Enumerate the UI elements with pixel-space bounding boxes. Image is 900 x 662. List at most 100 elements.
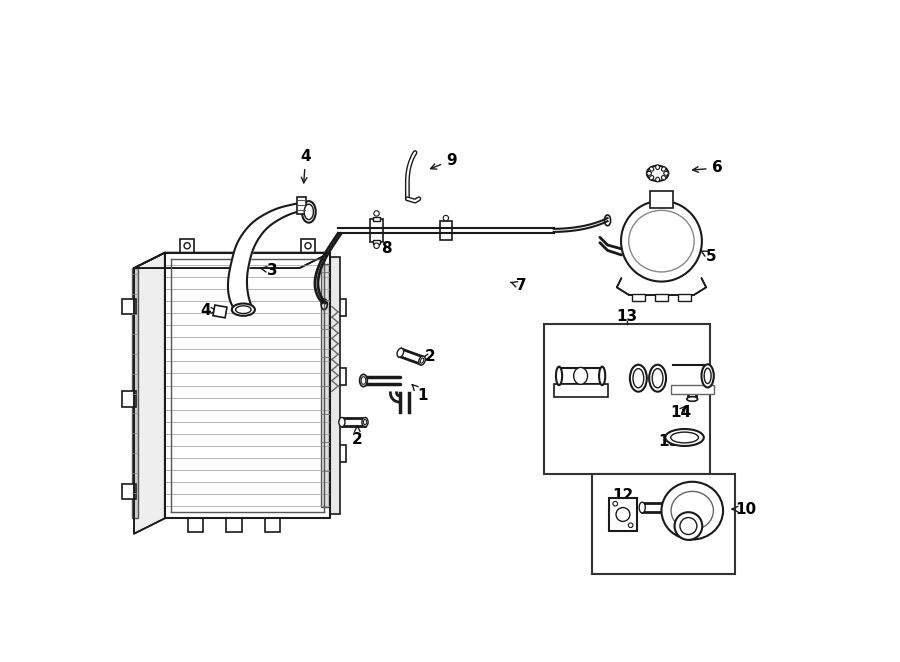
Text: 3: 3 <box>261 263 278 278</box>
Ellipse shape <box>662 167 666 171</box>
Bar <box>122 299 136 314</box>
Ellipse shape <box>665 429 704 446</box>
Bar <box>544 324 710 475</box>
Ellipse shape <box>605 215 610 226</box>
Text: 5: 5 <box>701 249 716 264</box>
Ellipse shape <box>364 420 366 425</box>
Bar <box>679 293 690 301</box>
Ellipse shape <box>664 171 669 175</box>
Circle shape <box>374 211 379 216</box>
Ellipse shape <box>397 348 403 357</box>
Ellipse shape <box>360 374 367 387</box>
Bar <box>321 264 328 507</box>
Bar <box>373 216 381 221</box>
Bar <box>213 305 227 318</box>
Circle shape <box>616 508 630 522</box>
Ellipse shape <box>656 165 660 169</box>
Bar <box>632 293 644 301</box>
Text: 8: 8 <box>382 242 392 256</box>
Ellipse shape <box>573 367 588 385</box>
Circle shape <box>613 501 617 506</box>
Ellipse shape <box>662 175 666 180</box>
Text: 15: 15 <box>659 434 680 449</box>
Bar <box>440 221 452 240</box>
Ellipse shape <box>687 397 698 401</box>
Bar <box>371 219 382 242</box>
Bar <box>650 191 673 208</box>
Bar <box>330 445 346 462</box>
Ellipse shape <box>629 211 694 272</box>
Circle shape <box>680 518 697 534</box>
Ellipse shape <box>362 418 368 427</box>
Ellipse shape <box>420 358 424 363</box>
Ellipse shape <box>361 377 365 385</box>
Bar <box>373 240 381 244</box>
Text: 11: 11 <box>683 526 705 542</box>
Bar <box>332 371 338 377</box>
Ellipse shape <box>647 171 652 175</box>
Ellipse shape <box>670 432 698 443</box>
Bar <box>131 268 138 518</box>
Text: 13: 13 <box>616 309 637 324</box>
Bar <box>188 518 203 532</box>
Text: 12: 12 <box>612 488 634 506</box>
Ellipse shape <box>656 177 660 182</box>
Circle shape <box>305 243 311 249</box>
Text: 14: 14 <box>670 404 691 420</box>
Ellipse shape <box>650 167 653 171</box>
Ellipse shape <box>630 365 647 392</box>
Ellipse shape <box>704 368 711 383</box>
Text: 7: 7 <box>510 278 526 293</box>
Polygon shape <box>165 253 330 518</box>
Ellipse shape <box>338 418 345 427</box>
Ellipse shape <box>232 303 255 316</box>
Bar <box>330 299 346 316</box>
Bar <box>655 293 668 301</box>
Bar <box>330 257 339 514</box>
Bar <box>122 391 136 406</box>
Bar <box>609 498 637 532</box>
Ellipse shape <box>302 201 316 222</box>
Text: 4: 4 <box>201 303 217 318</box>
Ellipse shape <box>633 369 643 388</box>
Ellipse shape <box>671 491 714 530</box>
Text: 4: 4 <box>301 149 311 183</box>
Polygon shape <box>616 278 706 295</box>
Ellipse shape <box>321 299 328 310</box>
Circle shape <box>374 243 379 248</box>
Polygon shape <box>134 253 330 268</box>
Text: 2: 2 <box>422 349 436 364</box>
Bar <box>180 239 194 253</box>
Circle shape <box>628 523 633 528</box>
Bar <box>265 518 280 532</box>
Circle shape <box>443 215 448 220</box>
Bar <box>227 518 242 532</box>
Ellipse shape <box>639 502 645 513</box>
Text: 6: 6 <box>693 160 723 175</box>
Ellipse shape <box>647 166 669 181</box>
Ellipse shape <box>652 369 663 388</box>
Ellipse shape <box>418 356 426 365</box>
Bar <box>297 197 307 214</box>
Ellipse shape <box>556 367 562 385</box>
Bar <box>670 385 714 395</box>
Bar <box>330 368 346 385</box>
Ellipse shape <box>649 365 666 392</box>
Bar <box>332 302 338 308</box>
Text: 9: 9 <box>430 153 456 169</box>
Ellipse shape <box>662 482 723 540</box>
Bar <box>554 383 608 397</box>
Circle shape <box>674 512 702 540</box>
Circle shape <box>184 243 190 249</box>
Bar <box>122 484 136 499</box>
Ellipse shape <box>650 175 653 180</box>
Ellipse shape <box>701 364 714 387</box>
Bar <box>332 448 338 454</box>
Ellipse shape <box>621 201 702 281</box>
Text: 2: 2 <box>352 426 363 448</box>
Ellipse shape <box>304 204 313 220</box>
Text: 1: 1 <box>412 385 428 402</box>
Bar <box>302 239 315 253</box>
Text: 10: 10 <box>732 502 757 516</box>
Ellipse shape <box>236 306 251 314</box>
